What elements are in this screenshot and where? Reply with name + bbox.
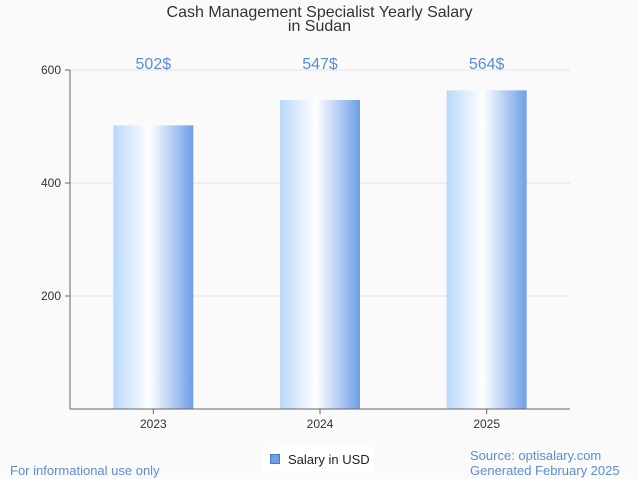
- bar-2025: [446, 90, 527, 409]
- value-label-2023: 502$: [136, 56, 172, 73]
- chart-subtitle: in Sudan: [287, 18, 352, 35]
- labels: 2023 502$ 2024 547$ 2025 564$: [136, 56, 505, 431]
- x-tick-label-2025: 2025: [473, 417, 500, 431]
- generated-date-text: Generated February 2025: [470, 463, 620, 478]
- value-label-2025: 564$: [469, 56, 505, 73]
- legend-swatch: [270, 454, 280, 464]
- chart-title: Cash Management Specialist Yearly Salary: [166, 4, 473, 21]
- bars: [113, 90, 527, 410]
- bar-2023: [113, 125, 194, 410]
- x-tick-label-2023: 2023: [140, 417, 167, 431]
- legend[interactable]: Salary in USD: [262, 447, 374, 471]
- bar-2024: [280, 99, 360, 409]
- source-text[interactable]: Source: optisalary.com: [470, 448, 602, 463]
- axes: 200 400 600: [41, 63, 570, 414]
- legend-label: Salary in USD: [288, 451, 370, 467]
- x-tick-label-2024: 2024: [307, 417, 334, 431]
- value-label-2024: 547$: [302, 56, 338, 73]
- y-tick-label-400: 400: [41, 176, 61, 190]
- y-tick-label-600: 600: [41, 63, 61, 77]
- disclaimer-text: For informational use only: [10, 463, 160, 478]
- y-tick-label-200: 200: [41, 289, 61, 303]
